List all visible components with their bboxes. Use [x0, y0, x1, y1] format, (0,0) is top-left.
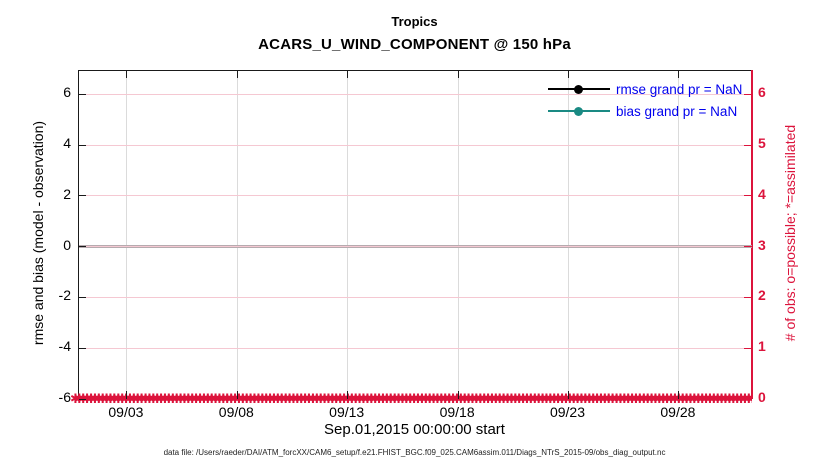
x-tick-bottom: [236, 391, 238, 399]
legend: rmse grand pr = NaN bias grand pr = NaN: [548, 78, 748, 124]
plot-area: [78, 70, 752, 400]
x-tick-label: 09/18: [439, 404, 475, 420]
x-tick-bottom: [347, 391, 349, 399]
legend-line-sample: [548, 106, 610, 116]
x-tick-bottom: [678, 391, 680, 399]
h-gridline: [79, 246, 752, 248]
h-gridline: [79, 296, 752, 298]
h-gridline: [79, 195, 752, 197]
plot-subtitle: ACARS_U_WIND_COMPONENT @ 150 hPa: [258, 36, 571, 53]
left-tick: [79, 144, 86, 146]
legend-label: rmse grand pr = NaN: [616, 81, 743, 97]
x-tick-top: [126, 71, 128, 78]
x-tick-label: 09/28: [660, 404, 696, 420]
right-tick: [744, 195, 752, 197]
left-tick-label: -2: [58, 287, 71, 304]
legend-line-sample: [548, 84, 610, 94]
v-gridline: [568, 71, 569, 399]
right-tick: [744, 296, 752, 299]
right-tick-label: 1: [758, 338, 766, 355]
left-tick: [79, 195, 86, 197]
left-tick: [79, 398, 86, 400]
right-tick-label: 5: [758, 135, 766, 152]
right-tick-label: 2: [758, 287, 766, 304]
left-tick-label: -6: [58, 389, 71, 405]
right-tick: [744, 398, 752, 400]
h-gridline: [79, 93, 752, 95]
right-tick: [744, 347, 752, 349]
plot-title: Tropics: [391, 14, 438, 29]
data-file-path: data file: /Users/raeder/DAI/ATM_forcXX/…: [163, 448, 666, 457]
x-tick-top: [236, 71, 238, 78]
right-tick-label: 0: [758, 389, 766, 405]
x-tick-label: 09/08: [218, 404, 254, 420]
legend-item-rmse: rmse grand pr = NaN: [548, 78, 742, 100]
left-tick-label: 2: [63, 185, 71, 202]
x-tick-label: 09/03: [108, 404, 144, 420]
x-tick-top: [678, 71, 680, 78]
x-tick-bottom: [126, 391, 128, 399]
x-tick-bottom: [568, 391, 569, 399]
v-gridline: [678, 71, 680, 399]
left-tick-label: 0: [63, 236, 71, 253]
right-tick-label: 6: [758, 84, 766, 101]
v-gridline: [126, 71, 128, 399]
left-tick-label: 4: [63, 135, 71, 152]
legend-marker-dot: [574, 84, 583, 94]
assimilated-obs-marker-band: ✱✱✱✱✱✱✱✱✱✱✱✱✱✱✱✱✱✱✱✱✱✱✱✱✱✱✱✱✱✱✱✱✱✱✱✱✱✱✱✱…: [70, 393, 752, 404]
right-tick: [744, 93, 752, 95]
left-tick: [79, 296, 86, 298]
right-tick: [744, 246, 752, 248]
x-tick-top: [568, 71, 569, 78]
left-tick-label: 6: [63, 84, 71, 101]
legend-marker-dot: [574, 106, 583, 116]
x-tick-label: 09/23: [549, 404, 586, 420]
x-tick-top: [347, 71, 349, 78]
left-tick: [79, 246, 86, 248]
v-gridline: [236, 71, 238, 399]
h-gridline: [79, 144, 752, 146]
right-tick-label: 3: [758, 236, 766, 253]
right-tick: [744, 144, 752, 146]
x-axis-label: Sep.01,2015 00:00:00 start: [324, 421, 505, 438]
v-gridline: [347, 71, 349, 399]
h-gridline: [79, 347, 752, 349]
legend-item-bias: bias grand pr = NaN: [548, 100, 737, 122]
legend-label: bias grand pr = NaN: [616, 103, 738, 119]
right-axis-line: [751, 70, 753, 399]
v-gridline: [457, 71, 459, 399]
left-tick-label: -4: [58, 338, 71, 355]
x-tick-top: [457, 71, 459, 78]
left-tick: [79, 347, 86, 349]
x-tick-bottom: [457, 391, 459, 399]
right-tick-label: 4: [758, 185, 766, 202]
x-tick-label: 09/13: [329, 404, 365, 420]
left-tick: [79, 93, 86, 95]
